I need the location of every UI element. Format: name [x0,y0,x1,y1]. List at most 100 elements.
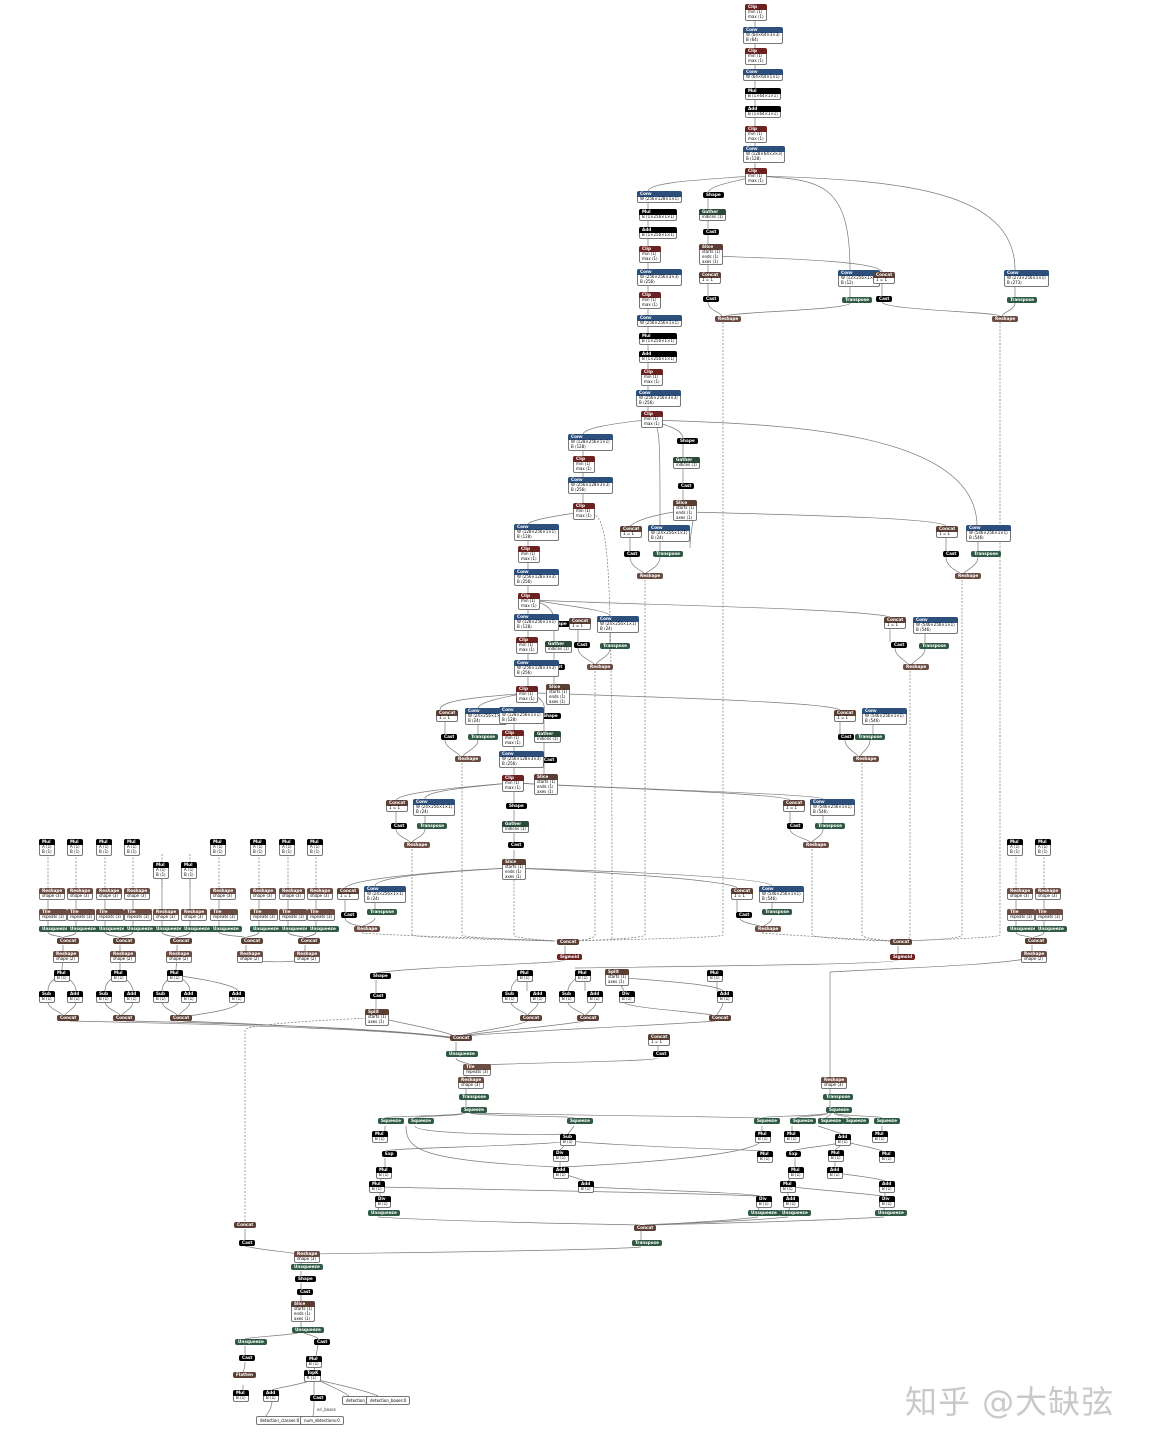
op-node-clip[interactable]: Clip min ⟨1⟩ max ⟨1⟩ [641,369,663,386]
op-node-reshape[interactable]: Reshape [755,926,782,932]
op-node-reshape[interactable]: Reshape shape ⟨2⟩ [53,951,80,963]
op-node-cast[interactable]: Cast [391,823,408,829]
op-node-unsqueeze[interactable]: Unsqueeze [181,926,213,932]
op-node-reshape[interactable]: Reshape shape ⟨3⟩ [96,888,123,900]
op-node-concat[interactable]: Concat 1 = 1 [731,888,754,900]
op-node-cast[interactable]: Cast [297,1289,314,1295]
op-node-unsqueeze[interactable]: Unsqueeze [124,926,156,932]
op-node-transpose[interactable]: Transpose [1007,297,1037,303]
op-node-concat[interactable]: Concat 1 = 1 [386,800,409,812]
op-node-tile[interactable]: Tile repeats ⟨3⟩ [250,909,279,921]
op-node-clip[interactable]: Clip min ⟨1⟩ max ⟨1⟩ [641,411,663,428]
op-node-tile[interactable]: Tile repeats ⟨3⟩ [124,909,153,921]
op-node-reshape[interactable]: Reshape [903,664,930,670]
op-node-add[interactable]: Add B ⟨1×256×1×1⟩ [639,227,678,239]
op-node-concat[interactable]: Concat 1 = 1 [620,526,643,538]
op-node-cast[interactable]: Cast [441,734,458,740]
op-node-mul[interactable]: Mul B ⟨1⟩ [376,1167,392,1179]
op-node-cast[interactable]: Cast [239,1355,256,1361]
op-node-reshape[interactable]: Reshape [715,316,742,322]
op-node-conv[interactable]: Conv W ⟨546×256×1×1⟩ B ⟨546⟩ [862,708,907,725]
op-node-mul[interactable]: Mul B ⟨1×256×1×1⟩ [639,209,678,221]
op-node-conv[interactable]: Conv W ⟨128×256×1×1⟩ B ⟨128⟩ [568,434,613,451]
op-node-mul[interactable]: Mul B ⟨1⟩ [369,1181,385,1193]
op-node-concat[interactable]: Concat [234,1222,257,1228]
op-node-transpose[interactable]: Transpose [815,823,845,829]
op-node-transpose[interactable]: Transpose [855,734,885,740]
op-node-reshape[interactable]: Reshape [354,926,381,932]
op-node-mul[interactable]: Mul B ⟨1⟩ [872,1131,888,1143]
op-node-reshape[interactable]: Reshape shape ⟨3⟩ [458,1077,485,1089]
op-node-mul[interactable]: Mul B ⟨1×256×1×1⟩ [639,333,678,345]
op-node-mul[interactable]: Mul A ⟨1⟩ B ⟨1⟩ [1035,839,1051,856]
op-node-clip[interactable]: Clip min ⟨1⟩ max ⟨1⟩ [502,775,524,792]
op-node-concat[interactable]: Concat [113,938,136,944]
op-node-conv[interactable]: Conv W ⟨64×64×1×1⟩ [743,69,783,81]
op-node-mul[interactable]: Mul B ⟨1×64×1×1⟩ [745,88,781,100]
op-node-cast[interactable]: Cast [703,229,720,235]
op-node-reshape[interactable]: Reshape shape ⟨2⟩ [166,951,193,963]
op-node-reshape[interactable]: Reshape shape ⟨3⟩ [250,888,277,900]
graph-output[interactable]: detection_boxes:0 [366,1396,411,1405]
op-node-cast[interactable]: Cast [508,842,525,848]
op-node-exp[interactable]: Exp [786,1151,801,1157]
op-node-tile[interactable]: Tile repeats ⟨3⟩ [210,909,239,921]
op-node-tile[interactable]: Tile repeats ⟨3⟩ [1035,909,1064,921]
op-node-clip[interactable]: Clip min ⟨1⟩ max ⟨1⟩ [518,546,540,563]
op-node-concat[interactable]: Concat [1025,938,1048,944]
op-node-clip[interactable]: Clip min ⟨1⟩ max ⟨1⟩ [518,593,540,610]
op-node-conv[interactable]: Conv W ⟨64×64×3×3⟩ B ⟨64⟩ [743,27,783,44]
op-node-transpose[interactable]: Transpose [367,909,397,915]
op-node-add[interactable]: Add B ⟨1⟩ [229,991,245,1003]
op-node-unsqueeze[interactable]: Unsqueeze [779,1210,811,1216]
op-node-reshape[interactable]: Reshape shape ⟨3⟩ [67,888,94,900]
op-node-sub[interactable]: Sub B ⟨1⟩ [39,991,55,1003]
op-node-topk[interactable]: TopK K ⟨1⟩ [304,1370,322,1382]
op-node-split[interactable]: Split starts ⟨1⟩ axes ⟨1⟩ [605,969,630,986]
op-node-unsqueeze[interactable]: Unsqueeze [446,1051,478,1057]
op-node-div[interactable]: Div B ⟨1⟩ [553,1150,569,1162]
op-node-shape[interactable]: Shape [540,713,561,719]
op-node-clip[interactable]: Clip min ⟨1⟩ max ⟨1⟩ [745,126,767,143]
op-node-squeeze[interactable]: Squeeze [826,1107,852,1113]
op-node-slice[interactable]: Slice starts ⟨1⟩ ends ⟨1⟩ axes ⟨1⟩ [699,244,724,266]
op-node-flatten[interactable]: Flatten [233,1372,256,1378]
op-node-slice[interactable]: Slice starts ⟨1⟩ ends ⟨1⟩ axes ⟨1⟩ [546,684,571,706]
op-node-mul[interactable]: Mul A ⟨1⟩ B ⟨1⟩ [210,839,226,856]
op-node-reshape[interactable]: Reshape [587,664,614,670]
op-node-conv[interactable]: Conv W ⟨256×128×1×1⟩ [637,191,682,203]
op-node-concat[interactable]: Concat 1 = 1 [648,1034,671,1046]
op-node-add[interactable]: Add B ⟨1⟩ [263,1390,279,1402]
op-node-tile[interactable]: Tile repeats ⟨3⟩ [463,1064,492,1076]
op-node-conv[interactable]: Conv W ⟨24×256×1×1⟩ B ⟨24⟩ [413,799,456,816]
op-node-squeeze[interactable]: Squeeze [818,1118,844,1124]
op-node-cast[interactable]: Cast [370,993,387,999]
op-node-squeeze[interactable]: Squeeze [378,1118,404,1124]
op-node-reshape[interactable]: Reshape [803,842,830,848]
op-node-concat[interactable]: Concat [557,939,580,945]
op-node-concat[interactable]: Concat 1 = 1 [569,618,592,630]
op-node-reshape[interactable]: Reshape [404,842,431,848]
op-node-slice[interactable]: Slice starts ⟨1⟩ ends ⟨1⟩ axes ⟨1⟩ [673,500,698,522]
op-node-concat[interactable]: Concat [170,1015,193,1021]
op-node-sub[interactable]: Sub B ⟨1⟩ [153,991,169,1003]
op-node-concat[interactable]: Concat 1 = 1 [884,617,907,629]
op-node-squeeze[interactable]: Squeeze [874,1118,900,1124]
op-node-clip[interactable]: Clip min ⟨1⟩ max ⟨1⟩ [745,4,767,21]
op-node-mul[interactable]: Mul B ⟨1⟩ [780,1181,796,1193]
op-node-reshape[interactable]: Reshape [637,573,664,579]
op-node-conv[interactable]: Conv W ⟨128×256×1×1⟩ B ⟨128⟩ [499,707,544,724]
op-node-gather[interactable]: Gather indices ⟨1⟩ [545,641,572,653]
op-node-concat[interactable]: Concat 1 = 1 [436,710,459,722]
op-node-div[interactable]: Div B ⟨1⟩ [619,991,635,1003]
op-node-unsqueeze[interactable]: Unsqueeze [235,1339,267,1345]
op-node-conv[interactable]: Conv W ⟨24×256×1×1⟩ B ⟨24⟩ [364,886,407,903]
op-node-mul[interactable]: Mul A ⟨1⟩ B ⟨1⟩ [39,839,55,856]
op-node-transpose[interactable]: Transpose [762,909,792,915]
op-node-mul[interactable]: Mul B ⟨1⟩ [111,970,127,982]
op-node-reshape[interactable]: Reshape shape ⟨2⟩ [237,951,264,963]
op-node-cast[interactable]: Cast [891,642,908,648]
op-node-tile[interactable]: Tile repeats ⟨3⟩ [307,909,336,921]
op-node-reshape[interactable]: Reshape shape ⟨3⟩ [1035,888,1062,900]
op-node-unsqueeze[interactable]: Unsqueeze [1035,926,1067,932]
